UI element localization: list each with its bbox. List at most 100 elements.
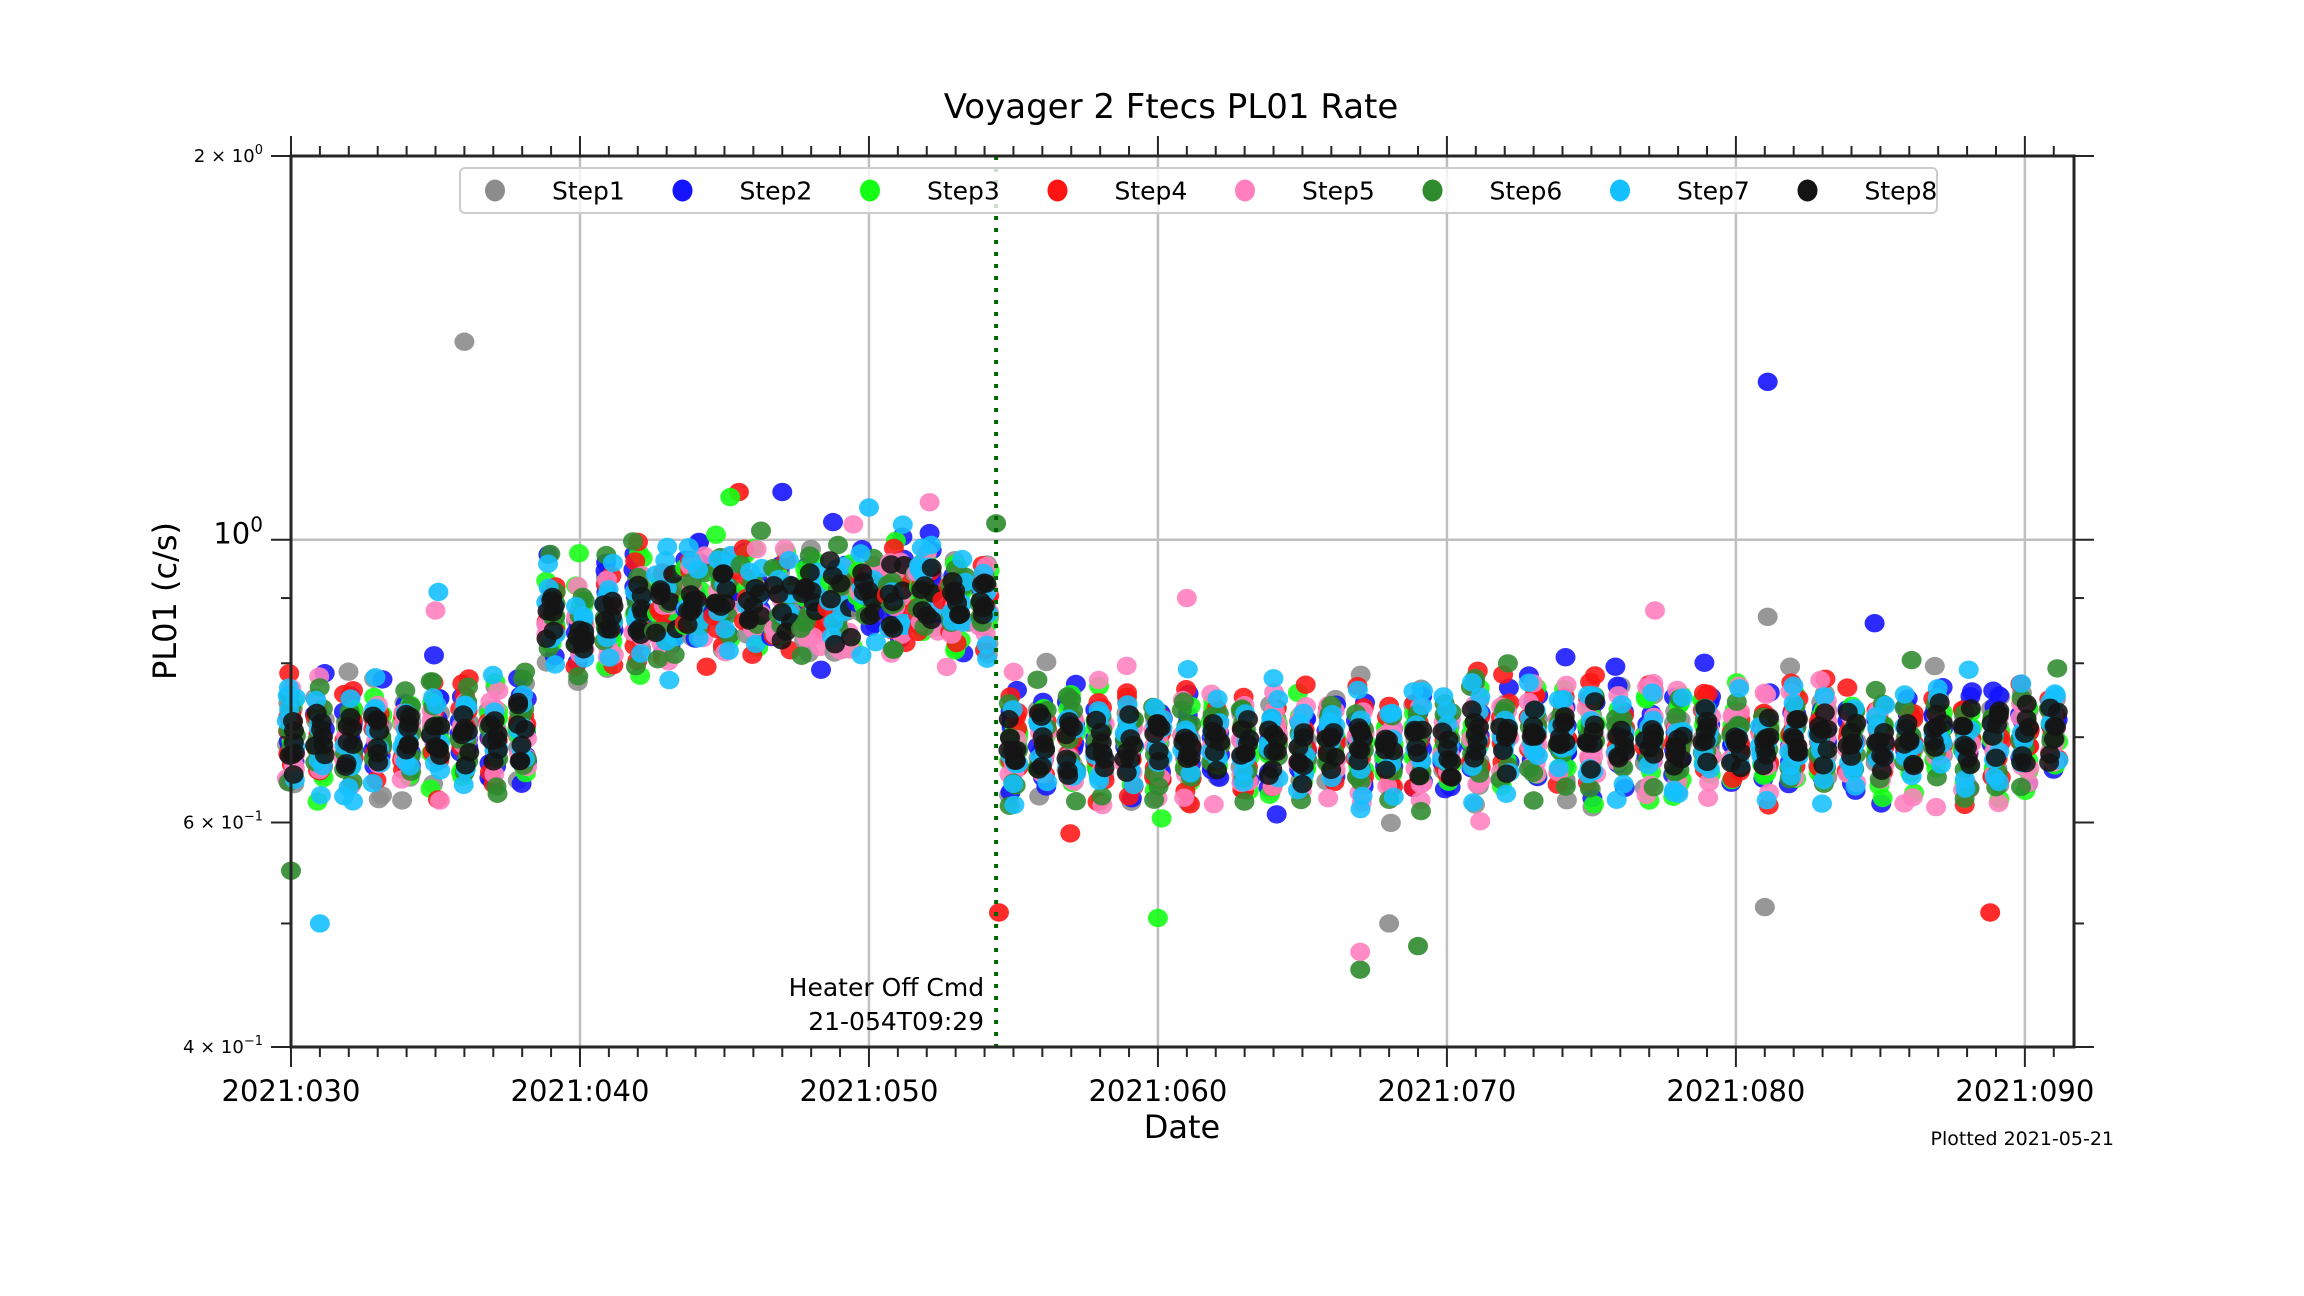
point-step8 [1464,749,1485,768]
point-step6 [799,546,820,565]
point-step6 [1497,654,1518,673]
point-step7 [1642,683,1663,702]
point-step7 [688,629,709,648]
outlier-point-step5 [1176,588,1197,608]
plot-frame [289,154,2076,1049]
point-step2 [1962,682,1982,701]
point-step6 [1901,650,1922,670]
legend-label-step3: Step3 [927,177,1000,206]
point-step7 [631,644,651,663]
x-tick-label: 2021:070 [1377,1074,1516,1108]
point-step8 [1584,692,1605,711]
outlier-point-step7 [309,914,330,933]
point-step8 [482,731,502,750]
point-step8 [337,732,358,752]
point-step8 [680,585,701,604]
point-step7 [1263,669,1284,688]
point-step7 [1383,787,1404,806]
point-step7 [911,538,932,557]
point-step1 [1556,791,1577,810]
point-step6 [1523,791,1544,810]
point-step8 [1814,703,1835,722]
point-step6 [647,650,668,669]
point-step7 [1463,793,1484,812]
y-tick-label: 100 [213,513,263,551]
point-step8 [763,576,784,595]
outlier-point-step6 [1350,960,1371,979]
point-step7 [603,553,623,573]
point-step8 [1929,693,1950,712]
point-step7 [1813,770,1834,790]
point-step8 [1288,738,1309,757]
point-step6 [623,532,643,551]
point-step6 [751,521,771,540]
legend: Step1 Step2 Step3 Step4 Step5 Step6 Step7 Step8 [459,167,1938,214]
point-step8 [428,739,449,759]
point-step7 [688,560,709,579]
point-step8 [794,580,815,599]
point-step6 [1173,692,1194,711]
point-step8 [283,712,303,731]
point-step5 [1470,812,1491,831]
data-points [276,332,2069,979]
chart-title: Voyager 2 Ftecs PL01 Rate [944,87,1399,127]
point-step7 [850,544,871,563]
point-step5 [1698,788,1719,807]
point-step7 [1984,768,2005,787]
point-step8 [575,630,595,649]
point-step8 [1289,754,1310,773]
point-step7 [655,551,676,570]
point-step8 [1786,710,1807,729]
point-step7 [1954,769,1975,789]
point-step7 [740,562,760,581]
point-step8 [1526,725,1547,744]
point-step3 [706,525,726,544]
point-step1 [368,789,389,809]
legend-label-step7: Step7 [1677,177,1750,206]
point-step5 [1174,788,1195,807]
point-step7 [1783,676,1804,695]
point-step4 [1694,683,1714,703]
point-step8 [820,590,841,609]
point-step8 [1375,760,1396,779]
point-step8 [1615,742,1635,761]
point-step8 [536,629,557,648]
point-step7 [1672,688,1693,707]
point-step8 [822,566,843,586]
legend-label-step4: Step4 [1115,177,1188,206]
annotation-text-line1: Heater Off Cmd [789,973,984,1002]
point-step7 [1233,762,1254,781]
point-step2 [424,646,444,665]
point-step7 [1548,758,1569,778]
point-step8 [1266,742,1287,761]
point-step5 [1556,675,1577,695]
point-step7 [1004,795,1025,815]
point-step7 [482,665,503,685]
point-step8 [1409,767,1430,786]
point-step8 [660,592,681,611]
point-step8 [921,558,942,577]
point-step2 [823,512,843,532]
point-step7 [976,635,997,655]
point-step8 [452,722,473,742]
point-step8 [1817,740,1838,759]
y-axis-ticks: 2 × 100 100 6 × 10−1 4 × 10−1 [183,143,2094,1058]
point-step8 [1148,742,1169,761]
point-step7 [1352,786,1373,806]
point-step8 [1697,752,1718,772]
point-step6 [2047,659,2068,678]
point-step6 [1061,690,1082,709]
point-step8 [677,615,698,635]
point-step8 [1899,730,1920,750]
point-step8 [1317,744,1338,763]
point-step7 [952,549,973,569]
outlier-point-step6 [986,514,1007,533]
point-step8 [1406,738,1427,757]
point-step8 [367,738,388,757]
point-step7 [1177,660,1198,679]
point-step8 [1584,715,1605,734]
point-step7 [1780,756,1801,776]
point-step8 [1063,718,1083,737]
legend-box [459,167,1938,214]
point-step7 [1668,784,1689,803]
